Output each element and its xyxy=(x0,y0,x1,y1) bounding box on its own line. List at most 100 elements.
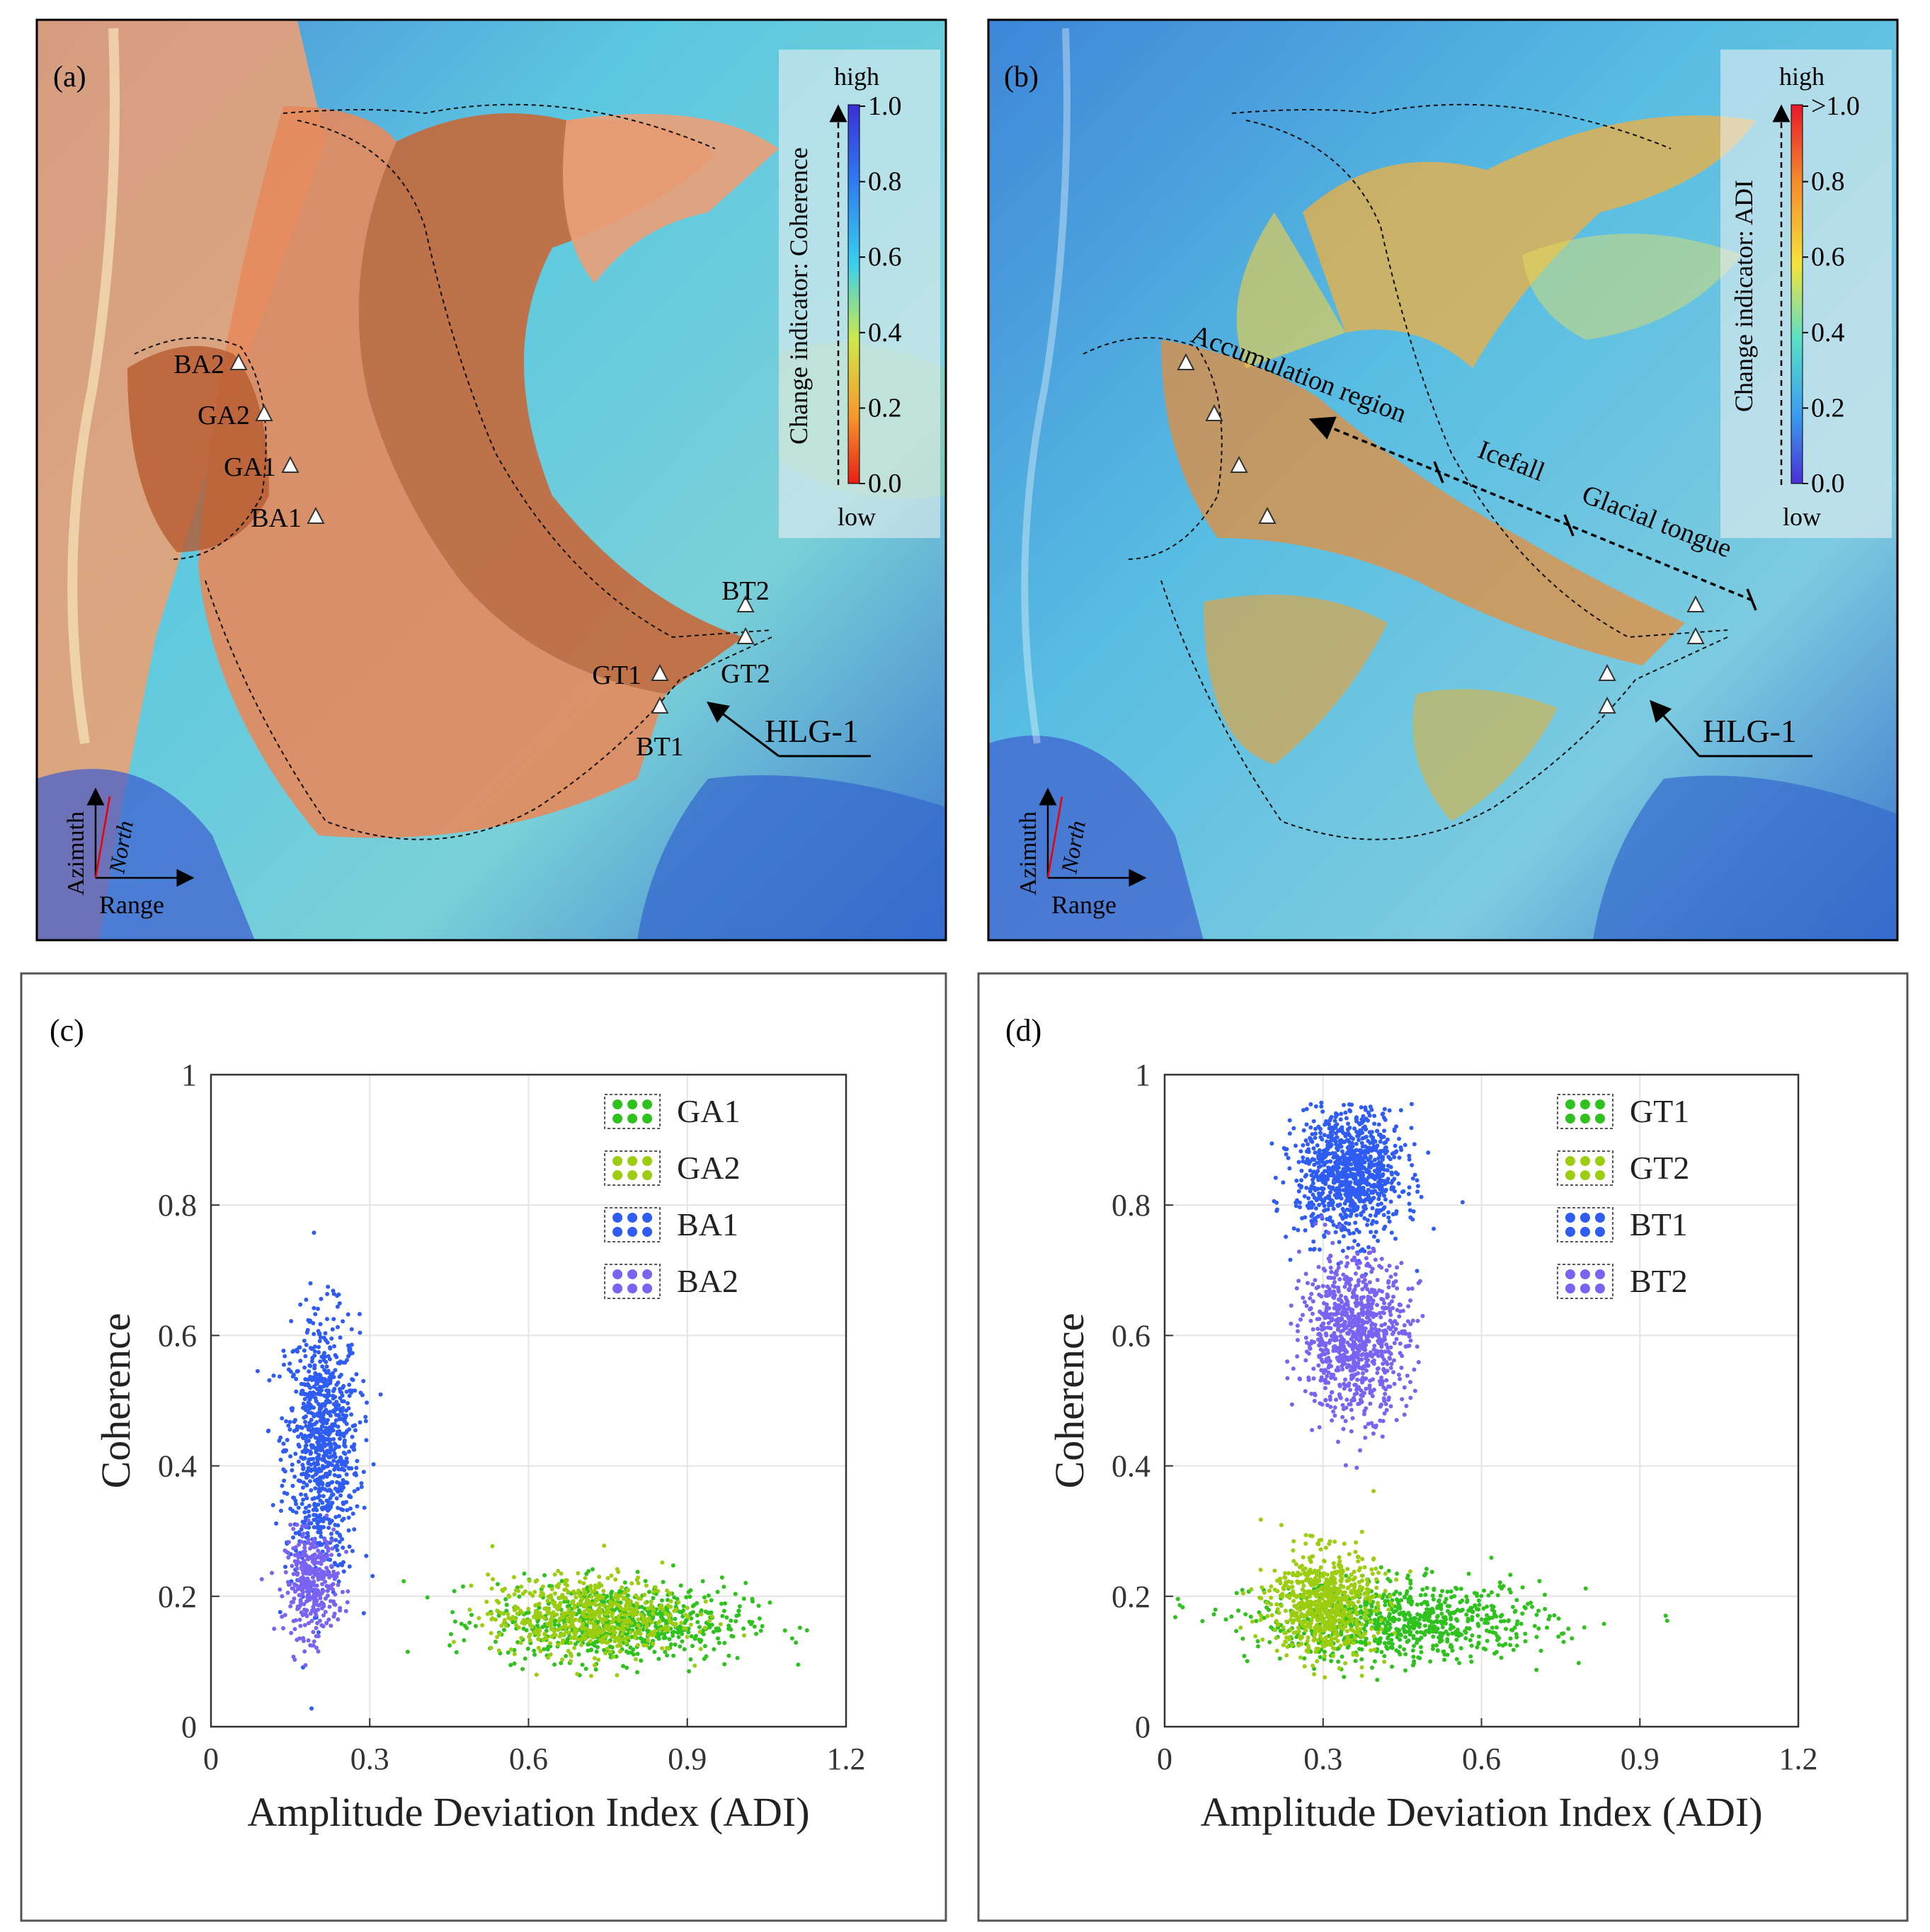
point xyxy=(326,1463,331,1468)
point xyxy=(347,1347,352,1351)
point xyxy=(345,1508,350,1513)
point xyxy=(329,1336,334,1341)
point xyxy=(645,1623,649,1628)
site-label-ga1: GA1 xyxy=(224,452,276,482)
point xyxy=(1514,1643,1519,1648)
point xyxy=(635,1652,640,1657)
point xyxy=(341,1477,346,1482)
point xyxy=(1320,1327,1325,1332)
point xyxy=(663,1650,668,1654)
point xyxy=(324,1364,329,1369)
point xyxy=(697,1630,702,1634)
legend-label: GA2 xyxy=(677,1150,740,1186)
point xyxy=(1534,1667,1539,1672)
point xyxy=(341,1412,346,1417)
point xyxy=(1387,1264,1392,1268)
point xyxy=(1399,1366,1404,1370)
point xyxy=(1395,1308,1400,1313)
point xyxy=(530,1625,535,1630)
point xyxy=(1419,1194,1424,1199)
point xyxy=(1357,1230,1361,1235)
point xyxy=(612,1601,617,1606)
point xyxy=(1381,1298,1386,1302)
point xyxy=(1349,1198,1354,1203)
point xyxy=(1347,1343,1352,1347)
point xyxy=(1534,1635,1539,1640)
point xyxy=(1323,1223,1327,1227)
point xyxy=(1346,1150,1351,1155)
point xyxy=(341,1545,346,1550)
point xyxy=(1349,1376,1354,1381)
point xyxy=(338,1483,343,1488)
point xyxy=(580,1596,585,1601)
point xyxy=(1561,1640,1566,1645)
point xyxy=(1338,1117,1343,1122)
point xyxy=(350,1434,355,1439)
point xyxy=(1364,1197,1369,1201)
point xyxy=(618,1606,623,1611)
point xyxy=(329,1504,333,1509)
point xyxy=(315,1571,320,1576)
point xyxy=(288,1604,293,1608)
point xyxy=(794,1640,799,1645)
point xyxy=(564,1578,569,1583)
point xyxy=(1412,1388,1417,1393)
point xyxy=(1374,1230,1378,1235)
point xyxy=(649,1603,653,1608)
point xyxy=(1408,1298,1412,1303)
point xyxy=(668,1613,673,1618)
point xyxy=(1327,1293,1332,1298)
point xyxy=(1311,1376,1316,1381)
point xyxy=(302,1567,307,1572)
point xyxy=(1383,1187,1388,1192)
point xyxy=(1388,1356,1393,1361)
point xyxy=(461,1584,465,1589)
point xyxy=(692,1663,697,1668)
point xyxy=(318,1527,323,1532)
point xyxy=(706,1593,711,1598)
point xyxy=(1415,1630,1420,1635)
point xyxy=(1390,1151,1395,1156)
point xyxy=(552,1618,557,1623)
panel-a-label: (a) xyxy=(53,61,86,93)
point xyxy=(552,1633,556,1637)
point xyxy=(330,1422,335,1427)
point xyxy=(315,1456,319,1460)
point xyxy=(278,1509,283,1513)
point xyxy=(1364,1191,1369,1196)
point xyxy=(495,1608,500,1613)
point xyxy=(297,1345,302,1350)
point xyxy=(1376,1183,1381,1188)
point xyxy=(1299,1168,1304,1173)
point xyxy=(1475,1613,1480,1618)
point xyxy=(285,1590,290,1595)
point xyxy=(1406,1304,1411,1309)
point xyxy=(312,1405,316,1410)
point xyxy=(729,1627,733,1632)
point xyxy=(686,1630,691,1635)
point xyxy=(509,1647,513,1652)
point xyxy=(316,1577,321,1582)
point xyxy=(289,1630,294,1635)
point xyxy=(316,1634,321,1639)
point xyxy=(302,1348,307,1353)
legend-swatch-dot xyxy=(612,1114,623,1124)
point xyxy=(301,1467,306,1471)
point xyxy=(1362,1160,1367,1165)
point xyxy=(709,1614,714,1619)
point xyxy=(1381,1111,1386,1116)
point xyxy=(1291,1126,1296,1131)
point xyxy=(680,1632,685,1636)
point xyxy=(581,1587,586,1592)
point xyxy=(1346,1245,1351,1250)
point xyxy=(308,1390,312,1395)
point xyxy=(1343,1157,1347,1162)
point xyxy=(588,1628,593,1633)
point xyxy=(1407,1153,1412,1158)
point xyxy=(1308,1125,1313,1130)
point xyxy=(642,1606,647,1611)
point xyxy=(663,1635,668,1640)
point xyxy=(332,1577,337,1582)
point xyxy=(619,1632,624,1637)
point xyxy=(1363,1150,1368,1155)
